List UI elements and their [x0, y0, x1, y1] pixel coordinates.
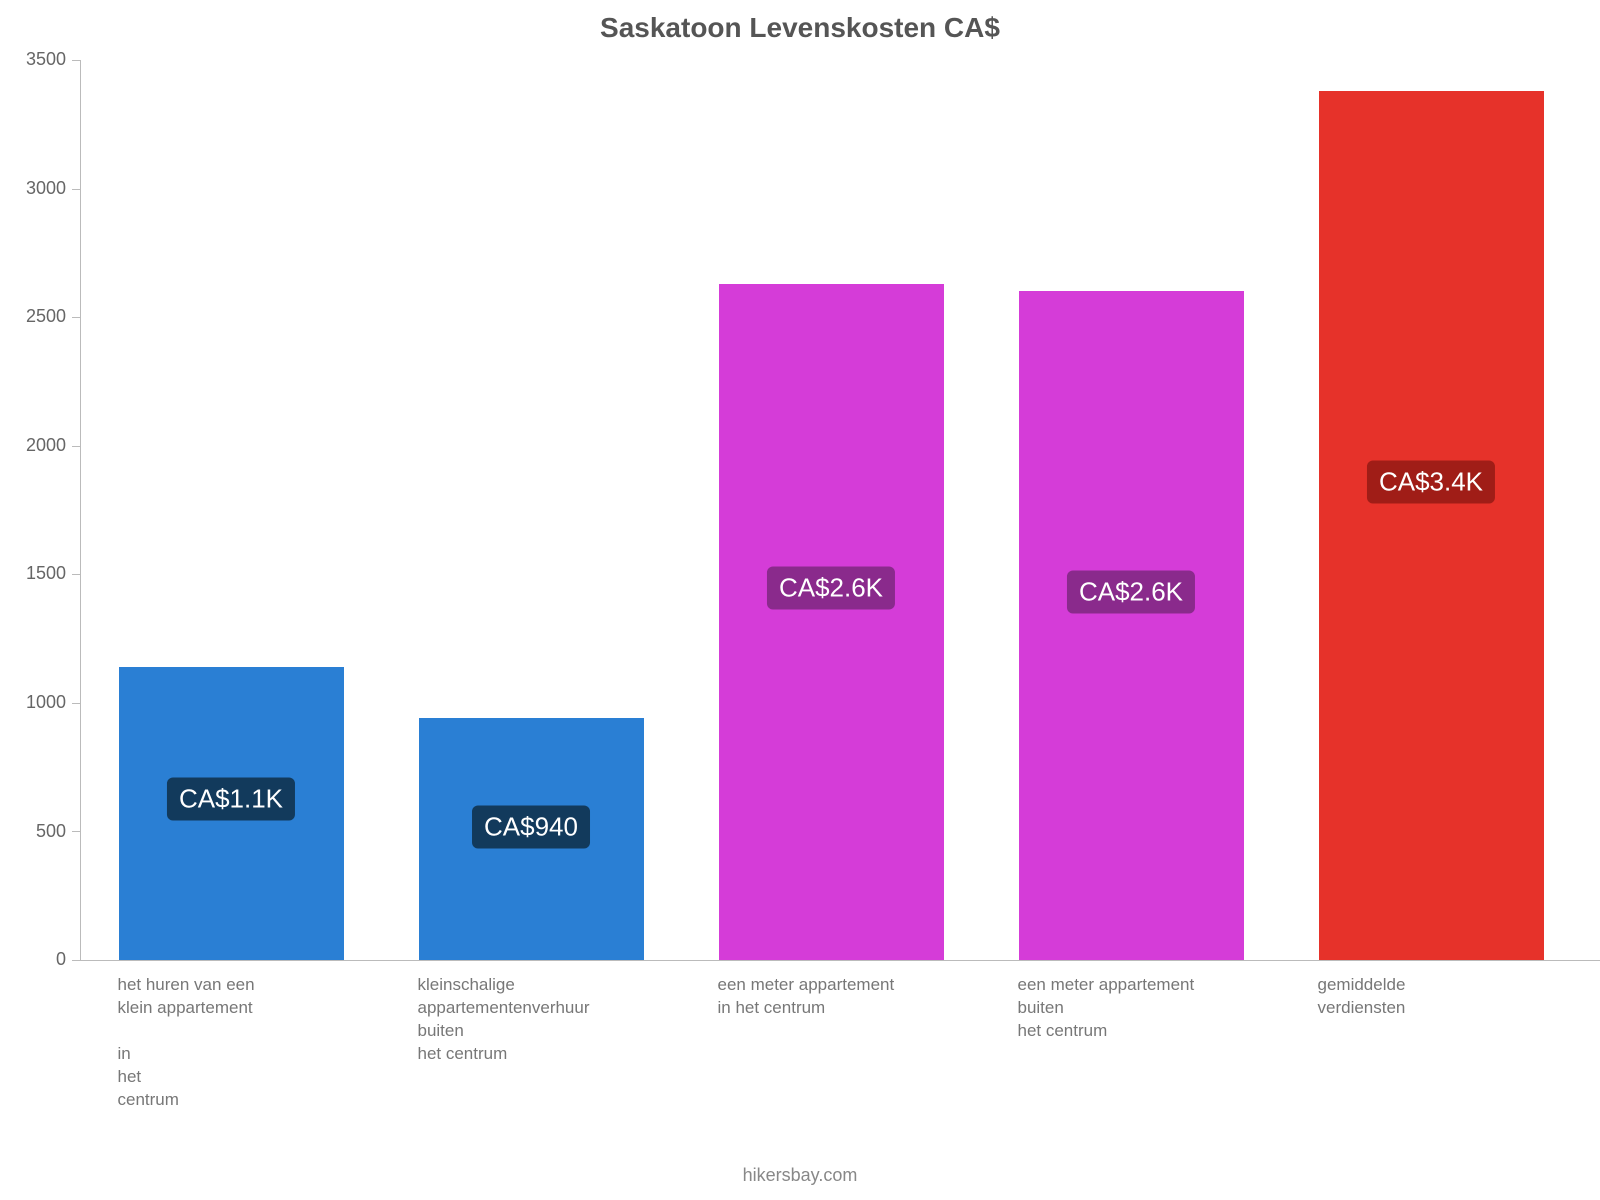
ytick-mark [72, 960, 80, 961]
ytick-mark [72, 317, 80, 318]
ytick-label: 2000 [0, 435, 66, 456]
x-category-label: een meter appartement in het centrum [718, 974, 895, 1020]
bar [1319, 91, 1544, 960]
ytick-mark [72, 189, 80, 190]
x-category-label: een meter appartement buiten het centrum [1018, 974, 1195, 1043]
bar-value-label: CA$2.6K [1067, 571, 1195, 614]
chart-title: Saskatoon Levenskosten CA$ [0, 12, 1600, 44]
ytick-label: 500 [0, 821, 66, 842]
ytick-label: 0 [0, 949, 66, 970]
ytick-mark [72, 831, 80, 832]
plot-area: CA$1.1K CA$940 CA$2.6K CA$2.6K CA$3.4K [80, 60, 1581, 961]
ytick-label: 3500 [0, 49, 66, 70]
ytick-label: 2500 [0, 306, 66, 327]
x-category-label: gemiddelde verdiensten [1318, 974, 1406, 1020]
bar-value-label: CA$2.6K [767, 567, 895, 610]
bar [719, 284, 944, 960]
ytick-label: 3000 [0, 178, 66, 199]
ytick-label: 1000 [0, 692, 66, 713]
x-category-label: kleinschalige appartementenverhuur buite… [418, 974, 590, 1066]
ytick-mark [72, 446, 80, 447]
credit-text: hikersbay.com [0, 1165, 1600, 1186]
ytick-label: 1500 [0, 563, 66, 584]
axis-baseline-extension [1580, 960, 1600, 961]
chart-container: Saskatoon Levenskosten CA$ CA$1.1K CA$940… [0, 0, 1600, 1200]
bar-value-label: CA$3.4K [1367, 460, 1495, 503]
bar-value-label: CA$940 [472, 806, 590, 849]
bar-value-label: CA$1.1K [167, 777, 295, 820]
ytick-mark [72, 574, 80, 575]
ytick-mark [72, 60, 80, 61]
bar [1019, 291, 1244, 960]
ytick-mark [72, 703, 80, 704]
x-category-label: het huren van een klein appartement in h… [118, 974, 255, 1112]
